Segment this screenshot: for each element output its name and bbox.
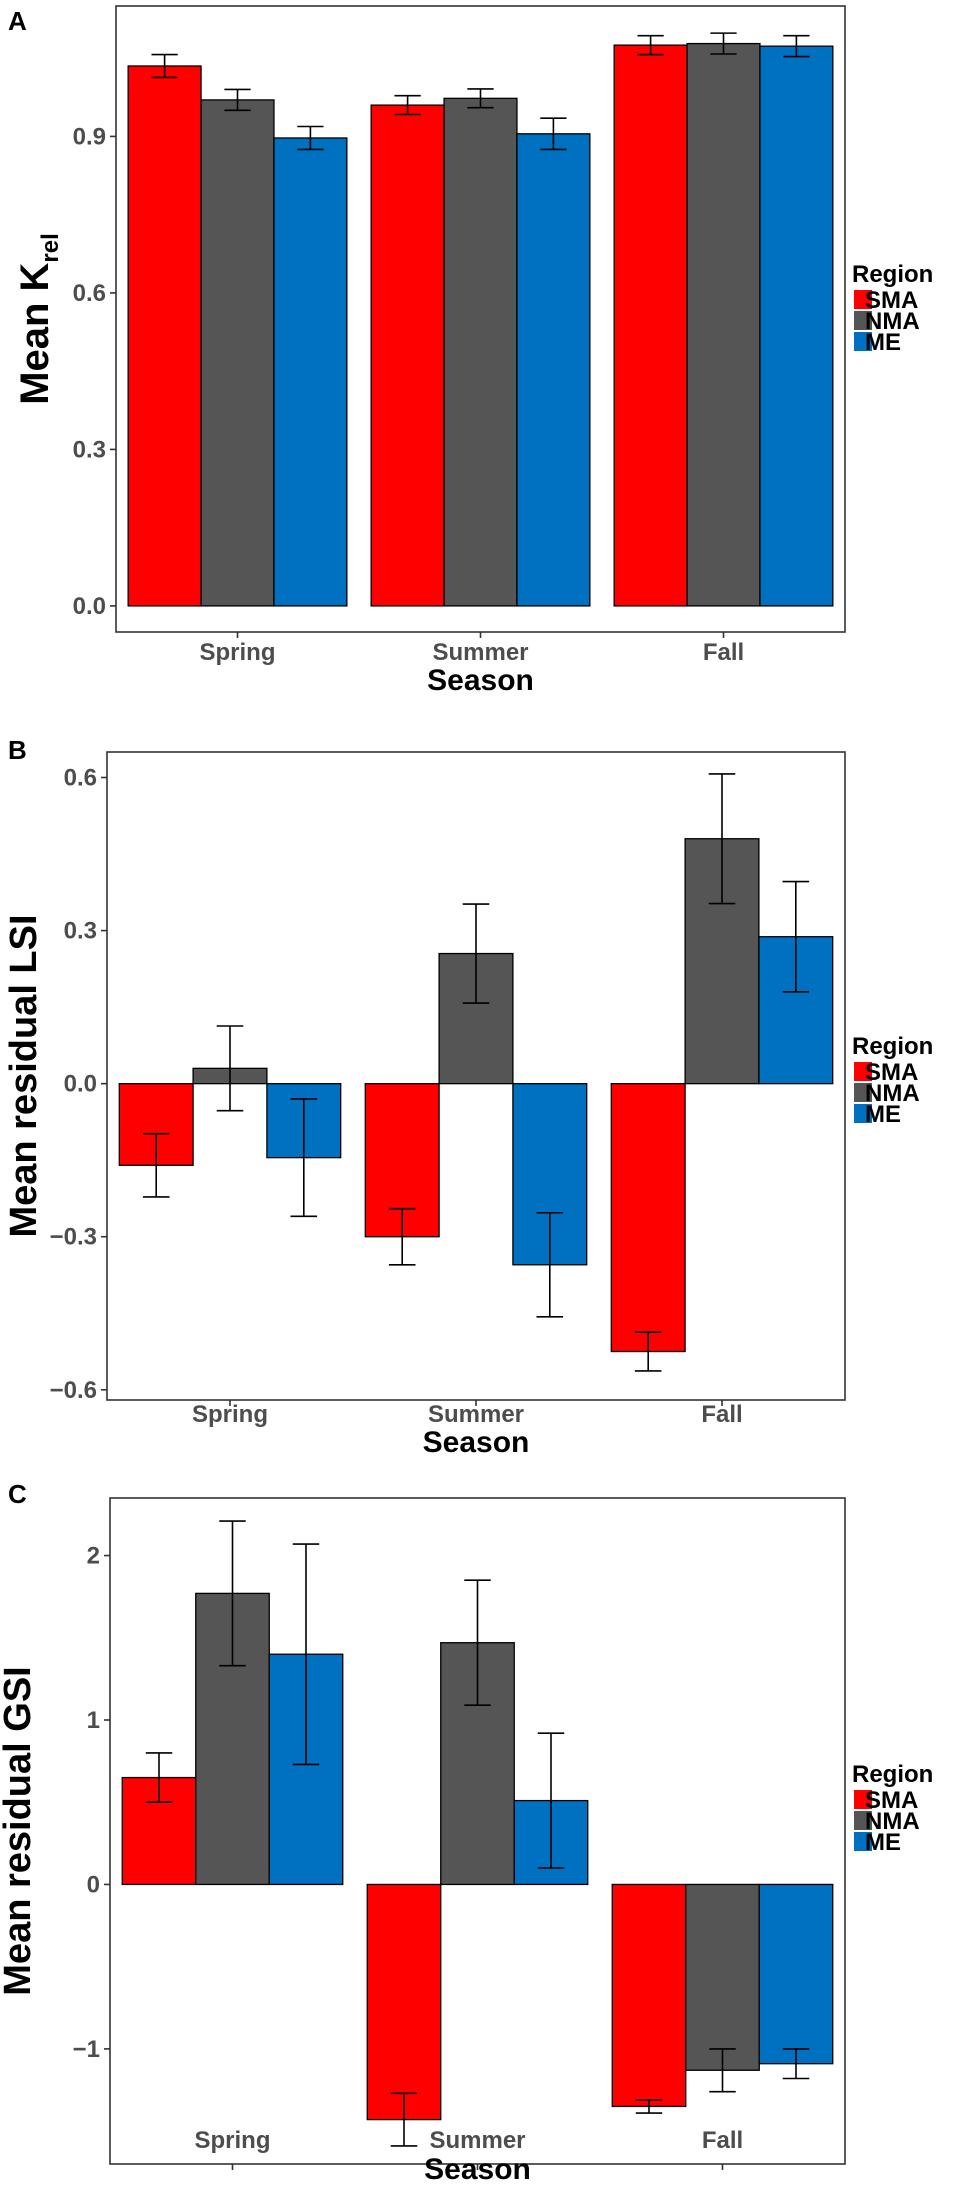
bar-sma <box>611 1883 687 2108</box>
bar-nma <box>443 97 518 607</box>
y-tick-label: −0.3 <box>50 1224 97 1251</box>
legend-key-nma <box>854 1083 872 1102</box>
chart-panel-a: A 0.0 0.3 0.6 0.9 Spring Summer Fall Season Mean … <box>8 5 933 697</box>
y-axis-title: Mean Krel <box>13 233 64 405</box>
y-tick-label: −1 <box>73 2036 100 2063</box>
legend-key-me <box>854 332 872 351</box>
x-tick-label: Summer <box>429 2127 525 2154</box>
legend-key-me <box>854 1104 872 1123</box>
y-tick-label: 0.9 <box>73 123 106 150</box>
legend-label-nma: NMA <box>865 308 920 335</box>
bar-sma <box>366 1883 442 2121</box>
x-axis-title: Season <box>423 1426 530 1459</box>
x-axis-title: Season <box>424 2153 531 2186</box>
y-tick-label: 2 <box>87 1543 100 1570</box>
y-axis-title-subscript: rel <box>37 233 64 262</box>
bar-me <box>758 1883 834 2065</box>
bar-nma <box>200 99 275 607</box>
x-axis-title: Season <box>427 664 534 697</box>
y-tick-label: 0.0 <box>64 1071 97 1098</box>
bar-sma <box>370 104 445 607</box>
y-tick-label: 0.3 <box>64 918 97 945</box>
legend-label-me: ME <box>865 329 901 356</box>
legend-key-sma <box>854 1062 872 1081</box>
x-tick-label: Summer <box>432 639 528 666</box>
panel-letter: B <box>8 735 27 765</box>
y-axis-title: Mean residual LSI <box>3 914 45 1237</box>
legend-key-nma <box>854 1811 872 1830</box>
bar-sma <box>613 44 688 607</box>
y-tick-label: −0.6 <box>50 1377 97 1404</box>
bar-nma <box>685 1883 760 2071</box>
legend-label-me: ME <box>865 1101 901 1128</box>
bar-me <box>516 133 591 607</box>
legend-title: Region <box>852 1761 933 1788</box>
chart-panel-b: B −0.6 −0.3 0.0 0.3 0.6 Spring Summer Fall Season… <box>3 735 933 1459</box>
x-tick-label: Spring <box>195 2127 271 2154</box>
bar-sma <box>127 65 202 607</box>
legend-key-sma <box>854 290 872 309</box>
bar-me <box>273 137 348 607</box>
legend-label-nma: NMA <box>865 1080 920 1107</box>
legend-label-nma: NMA <box>865 1808 920 1835</box>
legend-title: Region <box>852 1033 933 1060</box>
legend-key-me <box>854 1832 872 1851</box>
x-tick-label: Spring <box>200 639 276 666</box>
bar-nma <box>686 42 761 607</box>
y-tick-label: 0.6 <box>64 765 97 792</box>
bar-me <box>759 45 834 607</box>
x-tick-label: Spring <box>192 1401 268 1428</box>
legend-label-sma: SMA <box>865 1787 918 1814</box>
legend-title: Region <box>852 261 933 288</box>
y-axis-title: Mean residual GSI <box>0 1666 39 1995</box>
y-tick-label: 0.6 <box>73 280 106 307</box>
x-tick-label: Fall <box>701 1401 742 1428</box>
legend-key-sma <box>854 1790 872 1809</box>
legend-label-me: ME <box>865 1829 901 1856</box>
chart-panel-c: C −1 0 1 2 Spring Summer Fall Season Mean residua… <box>0 1479 933 2186</box>
panel-letter: C <box>8 1479 27 1509</box>
x-tick-label: Summer <box>428 1401 524 1428</box>
y-tick-label: 0.0 <box>73 593 106 620</box>
bar-sma <box>610 1083 686 1353</box>
x-tick-label: Fall <box>703 639 744 666</box>
x-tick-label: Fall <box>702 2127 743 2154</box>
legend-label-sma: SMA <box>865 1059 918 1086</box>
y-tick-label: 0 <box>87 1871 100 1898</box>
legend-label-sma: SMA <box>865 287 918 314</box>
legend-key-nma <box>854 311 872 330</box>
y-tick-label: 1 <box>87 1707 100 1734</box>
panel-letter: A <box>8 6 27 36</box>
y-tick-label: 0.3 <box>73 436 106 463</box>
